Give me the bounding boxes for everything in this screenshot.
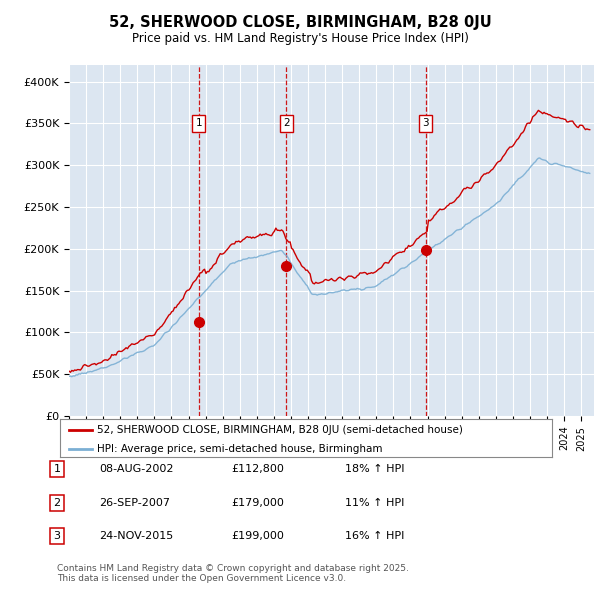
Text: 18% ↑ HPI: 18% ↑ HPI	[345, 464, 404, 474]
Text: 08-AUG-2002: 08-AUG-2002	[99, 464, 173, 474]
Text: 3: 3	[422, 119, 429, 129]
Text: 2: 2	[283, 119, 290, 129]
Text: 3: 3	[53, 532, 61, 541]
Text: 26-SEP-2007: 26-SEP-2007	[99, 498, 170, 507]
Text: HPI: Average price, semi-detached house, Birmingham: HPI: Average price, semi-detached house,…	[97, 444, 382, 454]
Text: £179,000: £179,000	[231, 498, 284, 507]
Text: £199,000: £199,000	[231, 532, 284, 541]
Text: 1: 1	[196, 119, 202, 129]
Text: 2: 2	[53, 498, 61, 507]
Text: 1: 1	[53, 464, 61, 474]
Text: £112,800: £112,800	[231, 464, 284, 474]
Text: 52, SHERWOOD CLOSE, BIRMINGHAM, B28 0JU (semi-detached house): 52, SHERWOOD CLOSE, BIRMINGHAM, B28 0JU …	[97, 425, 463, 435]
Text: 24-NOV-2015: 24-NOV-2015	[99, 532, 173, 541]
Text: 16% ↑ HPI: 16% ↑ HPI	[345, 532, 404, 541]
Text: 52, SHERWOOD CLOSE, BIRMINGHAM, B28 0JU: 52, SHERWOOD CLOSE, BIRMINGHAM, B28 0JU	[109, 15, 491, 30]
Text: 11% ↑ HPI: 11% ↑ HPI	[345, 498, 404, 507]
Text: Price paid vs. HM Land Registry's House Price Index (HPI): Price paid vs. HM Land Registry's House …	[131, 32, 469, 45]
Text: Contains HM Land Registry data © Crown copyright and database right 2025.
This d: Contains HM Land Registry data © Crown c…	[57, 563, 409, 583]
